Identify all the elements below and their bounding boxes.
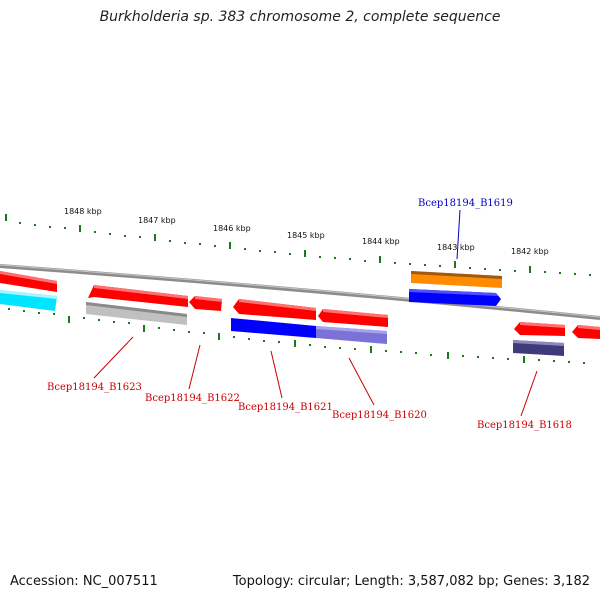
gene-forward-cyan-left[interactable] [0, 290, 57, 311]
gene-label-b1618[interactable]: Bcep18194_B1618 [477, 420, 572, 431]
scale-label-1845: 1845 kbp [287, 231, 325, 240]
scale-label-1843: 1843 kbp [437, 243, 475, 252]
leader-b1623 [93, 336, 134, 379]
gene-label-b1620[interactable]: Bcep18194_B1620 [332, 410, 427, 421]
map-title: Burkholderia sp. 383 chromosome 2, compl… [99, 9, 501, 25]
gene-b1618[interactable] [513, 322, 565, 356]
gene-b1622[interactable] [189, 296, 222, 311]
scale-label-1844: 1844 kbp [362, 237, 400, 246]
lower-scale-ticks [8, 308, 585, 364]
chromosome-backbone [0, 264, 600, 320]
accession-text: Accession: NC_007511 [10, 574, 158, 589]
scale-label-1848: 1848 kbp [64, 207, 102, 216]
leader-b1621 [270, 350, 283, 399]
scale-label-1847: 1847 kbp [138, 216, 176, 225]
gene-forward-blue-b1619[interactable] [409, 289, 501, 306]
gene-label-b1622[interactable]: Bcep18194_B1622 [145, 393, 240, 404]
leader-b1618 [520, 370, 538, 417]
upper-scale-ticks [5, 214, 591, 276]
gene-b1623[interactable] [86, 285, 188, 325]
gene-reverse-red-right[interactable] [572, 325, 600, 339]
scale-label-1846: 1846 kbp [213, 224, 251, 233]
scale-label-1842: 1842 kbp [511, 247, 549, 256]
gene-label-b1623[interactable]: Bcep18194_B1623 [47, 382, 142, 393]
gene-label-b1621[interactable]: Bcep18194_B1621 [238, 402, 333, 413]
gene-b1620[interactable] [316, 309, 388, 344]
leader-b1620 [348, 357, 375, 406]
gene-b1621[interactable] [231, 299, 316, 338]
gene-forward-red-left[interactable] [0, 271, 57, 292]
genome-summary-text: Topology: circular; Length: 3,587,082 bp… [232, 574, 590, 589]
gene-label-b1619[interactable]: Bcep18194_B1619 [418, 198, 513, 209]
leader-b1622 [188, 344, 201, 390]
leader-b1619 [456, 209, 461, 260]
gene-b1619[interactable] [411, 271, 502, 288]
